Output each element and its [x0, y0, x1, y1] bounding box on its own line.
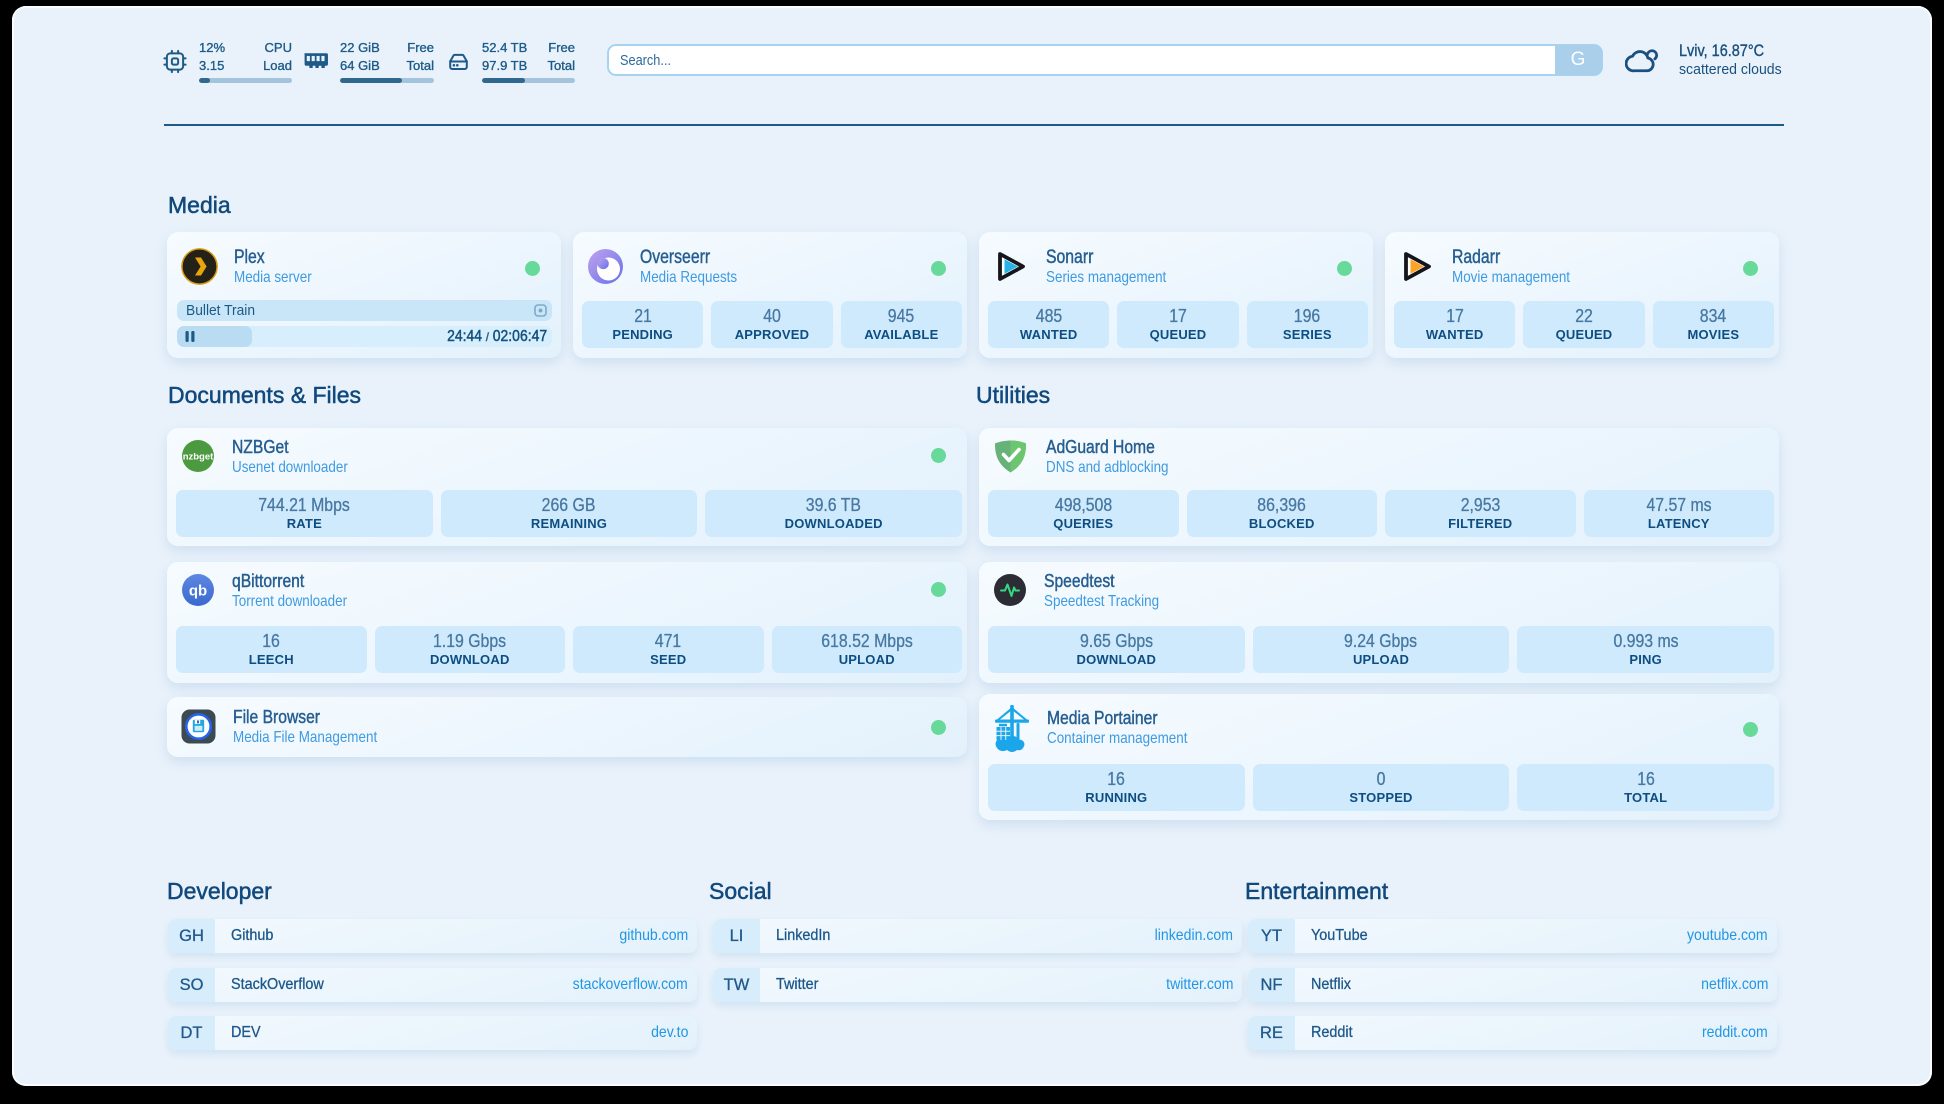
svg-text:qb: qb — [189, 583, 207, 600]
svg-text:nzbget: nzbget — [183, 452, 214, 463]
